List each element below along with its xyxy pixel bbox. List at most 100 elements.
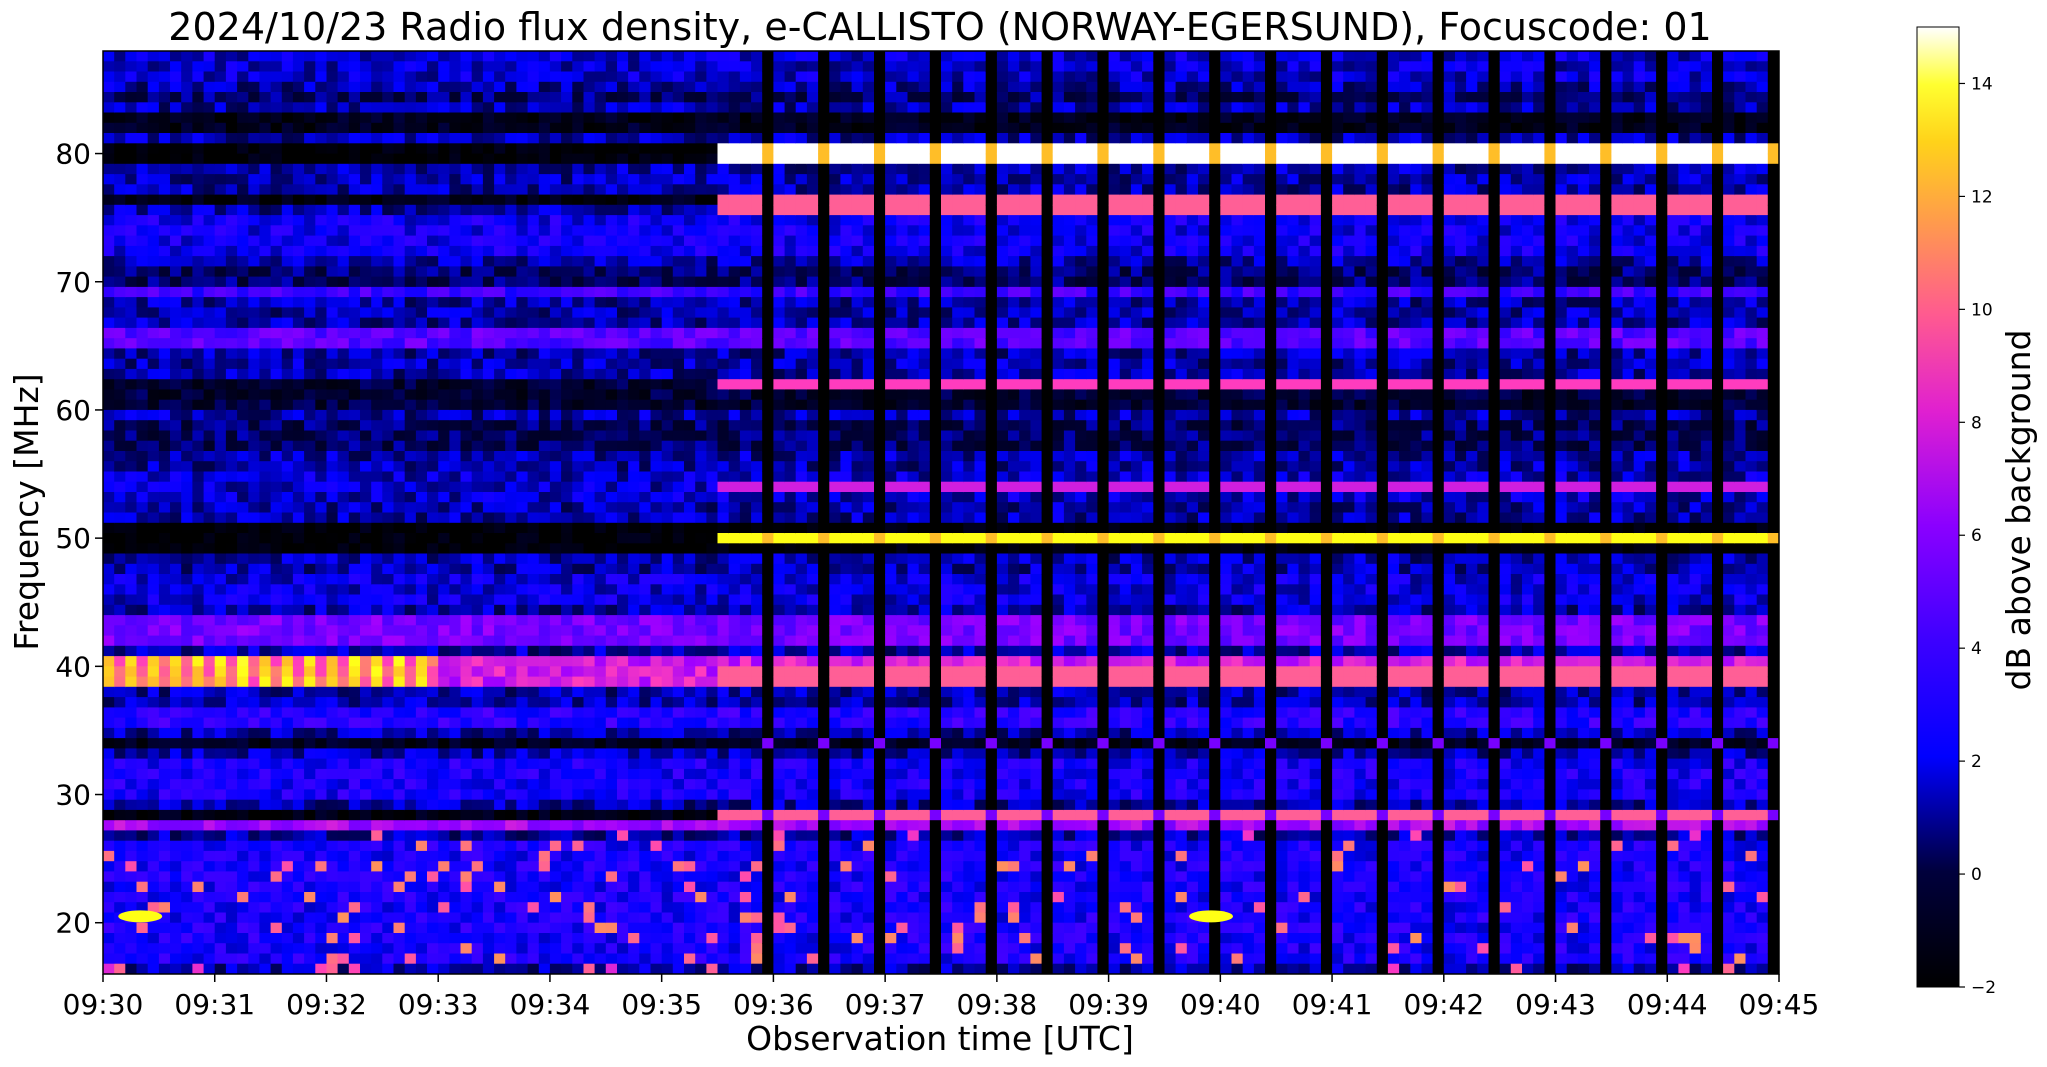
- spectrogram-cell: [505, 953, 517, 965]
- spectrogram-cell: [393, 440, 406, 452]
- spectrogram-cell: [516, 409, 529, 421]
- spectrogram-cell: [628, 892, 640, 903]
- spectrogram-cell: [304, 953, 316, 965]
- spectrogram-cell: [438, 92, 450, 103]
- spectrogram-cell: [717, 102, 730, 114]
- spectrogram-cell: [203, 420, 216, 432]
- spectrogram-cell: [326, 789, 339, 801]
- spectrogram-cell: [304, 563, 316, 575]
- spectrogram-cell: [617, 338, 629, 350]
- spectrogram-cell: [259, 327, 272, 339]
- spectrogram-cell: [136, 245, 149, 257]
- spectrogram-cell: [628, 492, 640, 503]
- spectrogram-cell: [337, 758, 350, 770]
- spectrogram-cell: [617, 820, 629, 832]
- spectrogram-cell: [583, 676, 596, 688]
- spectrogram-cell: [639, 727, 652, 739]
- spectrogram-cell: [639, 604, 652, 616]
- spectrogram-cell: [225, 215, 238, 226]
- spectrogram-cell: [661, 584, 674, 596]
- spectrogram-cell: [371, 563, 383, 575]
- spectrogram-cell: [516, 266, 529, 278]
- spectrogram-cell: [672, 215, 685, 226]
- spectrogram-cell: [259, 809, 272, 821]
- spectrogram-cell: [225, 92, 238, 103]
- spectrogram-cell: [594, 892, 607, 903]
- spectrogram-cell: [304, 471, 316, 483]
- spectrogram-cell: [561, 204, 573, 216]
- spectrogram-cell: [248, 184, 261, 196]
- spectrogram-cell: [572, 707, 585, 719]
- spectrogram-cell: [382, 963, 395, 974]
- spectrogram-cell: [337, 553, 350, 565]
- spectrogram-cell: [583, 738, 596, 749]
- spectrogram-cell: [315, 850, 328, 862]
- spectrogram-cell: [360, 563, 372, 575]
- spectrogram-cell: [427, 840, 439, 852]
- spectrogram-cell: [125, 707, 138, 719]
- spectrogram-cell: [684, 163, 696, 175]
- spectrogram-cell: [158, 604, 171, 616]
- spectrogram-cell: [482, 451, 495, 462]
- spectrogram-cell: [270, 61, 283, 73]
- spectrogram-cell: [549, 430, 562, 442]
- spectrogram-cell: [639, 92, 652, 103]
- spectrogram-cell: [214, 461, 227, 473]
- spectrogram-cell: [605, 61, 618, 73]
- spectrogram-cell: [583, 533, 596, 544]
- spectrogram-cell: [661, 830, 674, 842]
- spectrogram-cell: [471, 276, 484, 288]
- spectrogram-cell: [549, 358, 562, 370]
- spectrogram-cell: [348, 748, 361, 760]
- spectrogram-cell: [103, 768, 115, 780]
- spectrogram-cell: [594, 953, 607, 965]
- spectrogram-cell: [360, 840, 372, 852]
- spectrogram-cell: [315, 830, 328, 842]
- spectrogram-cell: [393, 61, 406, 73]
- spectrogram-cell: [482, 666, 495, 678]
- spectrogram-cell: [527, 820, 540, 832]
- spectrogram-cell: [516, 748, 529, 760]
- spectrogram-cell: [460, 286, 473, 298]
- spectrogram-cell: [147, 81, 160, 93]
- spectrogram-cell: [259, 235, 272, 247]
- spectrogram-cell: [315, 235, 328, 247]
- spectrogram-cell: [561, 512, 573, 524]
- spectrogram-cell: [494, 563, 506, 575]
- spectrogram-cell: [494, 656, 506, 667]
- spectrogram-cell: [393, 584, 406, 596]
- spectrogram-cell: [672, 594, 685, 606]
- spectrogram-cell: [427, 563, 439, 575]
- spectrogram-cell: [181, 358, 193, 370]
- spectrogram-cell: [628, 399, 640, 411]
- spectrogram-cell: [617, 430, 629, 442]
- spectrogram-cell: [348, 153, 361, 165]
- spectrogram-cell: [449, 245, 462, 257]
- spectrogram-cell: [248, 512, 261, 524]
- spectrogram-cell: [192, 338, 205, 350]
- spectrogram-cell: [549, 676, 562, 688]
- spectrogram-cell: [371, 615, 383, 626]
- spectrogram-cell: [695, 492, 707, 503]
- spectrogram-cell: [225, 522, 238, 534]
- spectrogram-cell: [214, 379, 227, 391]
- spectrogram-cell: [471, 933, 484, 944]
- spectrogram-cell: [326, 245, 339, 257]
- spectrogram-cell: [460, 871, 473, 883]
- spectrogram-cell: [538, 256, 551, 267]
- spectrogram-cell: [371, 943, 383, 955]
- spectrogram-cell: [549, 635, 562, 647]
- spectrogram-cell: [561, 225, 573, 237]
- spectrogram-cell: [661, 799, 674, 811]
- spectrogram-cell: [382, 881, 395, 893]
- spectrogram-cell: [505, 245, 517, 257]
- spectrogram-cell: [360, 635, 372, 647]
- spectrogram-cell: [672, 840, 685, 852]
- spectrogram-cell: [561, 481, 573, 493]
- spectrogram-cell: [125, 153, 138, 165]
- spectrogram-cell: [237, 892, 249, 903]
- spectrogram-cell: [315, 697, 328, 708]
- spectrogram-cell: [103, 338, 115, 350]
- spectrogram-cell: [672, 871, 685, 883]
- spectrogram-cell: [695, 430, 707, 442]
